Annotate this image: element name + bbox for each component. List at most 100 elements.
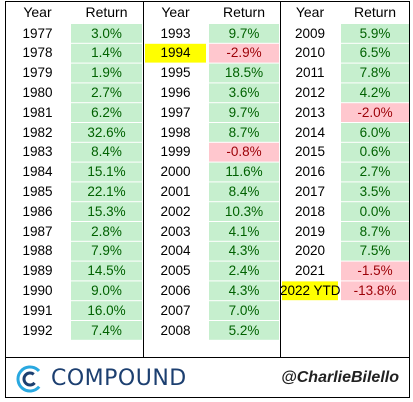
return-header: Return bbox=[222, 4, 266, 20]
return-cell-bg bbox=[341, 103, 409, 122]
year-cell: 2007 bbox=[160, 302, 191, 318]
return-cell: 5.2% bbox=[228, 322, 260, 338]
year-cell: 1989 bbox=[22, 263, 53, 279]
return-cell-bg bbox=[209, 24, 279, 43]
return-cell: 1.4% bbox=[91, 45, 122, 61]
return-cell-bg bbox=[71, 83, 142, 103]
return-cell-bg bbox=[71, 182, 142, 202]
year-cell: 2001 bbox=[160, 183, 191, 199]
return-cell-bg bbox=[71, 222, 142, 241]
year-cell: 1992 bbox=[22, 322, 53, 338]
return-cell: 8.4% bbox=[228, 183, 260, 199]
return-cell-bg bbox=[209, 281, 279, 301]
return-cell: -13.8% bbox=[353, 282, 397, 298]
year-cell: 1996 bbox=[160, 84, 191, 100]
year-cell: 2020 bbox=[294, 243, 326, 259]
return-cell-bg bbox=[209, 202, 279, 221]
return-cell: 3.0% bbox=[91, 25, 122, 41]
return-cell: 8.7% bbox=[228, 124, 260, 140]
year-cell: 2000 bbox=[160, 164, 191, 180]
brand-name: COMPOUND bbox=[51, 366, 187, 391]
return-cell-bg bbox=[71, 301, 142, 320]
return-cell: 8.4% bbox=[91, 144, 122, 160]
return-cell-bg bbox=[341, 281, 409, 301]
return-cell-bg bbox=[341, 83, 409, 103]
year-cell: 2015 bbox=[294, 144, 326, 160]
return-cell: 4.3% bbox=[228, 243, 260, 259]
return-cell: 4.1% bbox=[228, 223, 260, 239]
return-cell: 32.6% bbox=[87, 124, 126, 140]
year-cell: 1999 bbox=[160, 144, 191, 160]
return-cell-bg bbox=[209, 321, 279, 340]
return-cell-bg bbox=[341, 202, 409, 221]
return-cell-bg bbox=[209, 162, 279, 182]
table-grid bbox=[5, 1, 410, 358]
return-cell: 7.9% bbox=[91, 243, 122, 259]
return-cell-bg bbox=[209, 123, 279, 142]
return-cell-bg bbox=[341, 24, 409, 43]
year-cell: 2022 YTD bbox=[280, 282, 341, 298]
return-cell: 6.5% bbox=[359, 45, 391, 61]
year-cell: 2006 bbox=[160, 282, 191, 298]
return-cell-bg bbox=[341, 261, 409, 281]
return-cell-bg bbox=[71, 162, 142, 182]
year-cell: 2005 bbox=[160, 263, 191, 279]
year-cell: 1981 bbox=[22, 104, 53, 120]
return-cell-bg bbox=[341, 241, 409, 261]
return-cell-bg bbox=[341, 222, 409, 241]
return-cell: 3.6% bbox=[228, 84, 260, 100]
return-cell-bg bbox=[71, 241, 142, 261]
return-cell-bg bbox=[209, 142, 279, 162]
return-cell-bg bbox=[209, 43, 279, 63]
author-handle: @CharlieBilello bbox=[281, 369, 399, 386]
year-cell: 1994 bbox=[160, 45, 191, 61]
year-cell: 2021 bbox=[294, 263, 326, 279]
year-cell: 1984 bbox=[22, 164, 53, 180]
year-cell: 2011 bbox=[295, 65, 325, 81]
return-cell-bg bbox=[209, 182, 279, 202]
return-cell: 14.5% bbox=[87, 263, 126, 279]
return-cell-bg bbox=[209, 261, 279, 281]
return-header: Return bbox=[85, 4, 128, 20]
return-cell-bg bbox=[71, 63, 142, 83]
footer-bar: COMPOUND @CharlieBilello bbox=[5, 358, 410, 398]
return-cell: 2.4% bbox=[228, 263, 260, 279]
return-cell: 9.7% bbox=[228, 104, 260, 120]
return-cell: 8.7% bbox=[359, 223, 391, 239]
year-cell: 1982 bbox=[22, 124, 53, 140]
return-cell: 15.3% bbox=[87, 203, 126, 219]
return-cell: -2.9% bbox=[226, 45, 262, 61]
return-cell-bg bbox=[71, 43, 142, 63]
return-cell: 1.9% bbox=[91, 65, 122, 81]
year-cell: 2018 bbox=[294, 203, 326, 219]
returns-table: Year Return 1977 3.0% 1978 1.4% 1979 1.9% 1980 2.… bbox=[5, 1, 410, 358]
year-cell: 2008 bbox=[160, 322, 191, 338]
return-cell-bg bbox=[71, 202, 142, 221]
return-cell-bg bbox=[341, 182, 409, 202]
year-cell: 1977 bbox=[22, 25, 53, 41]
return-cell: 7.8% bbox=[359, 65, 391, 81]
return-cell: 2.7% bbox=[359, 164, 391, 180]
return-cell: 6.2% bbox=[91, 104, 122, 120]
year-cell: 2010 bbox=[294, 45, 326, 61]
return-cell-bg bbox=[71, 103, 142, 122]
return-cell-bg bbox=[209, 83, 279, 103]
return-cell-bg bbox=[71, 24, 142, 43]
return-cell: 0.6% bbox=[359, 144, 391, 160]
year-header: Year bbox=[295, 4, 325, 20]
year-cell: 1980 bbox=[22, 84, 53, 100]
return-cell-bg bbox=[71, 123, 142, 142]
return-cell: -2.0% bbox=[357, 104, 393, 120]
year-cell: 1986 bbox=[22, 203, 53, 219]
return-cell: 11.6% bbox=[225, 164, 263, 180]
return-cell: 4.3% bbox=[228, 282, 260, 298]
year-highlight bbox=[145, 43, 206, 63]
year-cell: 2013 bbox=[294, 104, 326, 120]
return-cell: 5.9% bbox=[359, 25, 391, 41]
return-cell-bg bbox=[341, 63, 409, 83]
year-header: Year bbox=[23, 4, 52, 20]
year-cell: 1997 bbox=[160, 104, 191, 120]
return-cell: 7.4% bbox=[91, 322, 122, 338]
return-cell-bg bbox=[341, 43, 409, 63]
year-cell: 2016 bbox=[294, 164, 326, 180]
